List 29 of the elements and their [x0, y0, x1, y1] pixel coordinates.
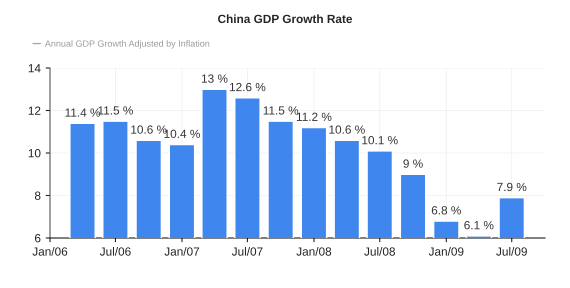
y-tick-label: 10: [28, 149, 41, 158]
chart-title: China GDP Growth Rate: [218, 14, 352, 24]
data-label: 13 %: [202, 74, 228, 83]
data-label: 10.4 %: [164, 130, 200, 138]
data-label: 6.1 %: [464, 221, 494, 230]
data-label: 10.6 %: [329, 125, 365, 134]
text: Annual GDP Growth Adjusted by Inflation: [44, 40, 210, 49]
y-tick-label: 8: [34, 192, 40, 200]
data-label: 7.9 %: [497, 182, 526, 192]
data-label: 9 %: [403, 159, 423, 168]
x-tick-label: Jan/08: [296, 247, 332, 256]
data-label: 12.6 %: [230, 82, 266, 92]
x-tick-label: Jan/09: [428, 247, 464, 256]
data-label: 11.4 %: [66, 108, 100, 117]
x-tick-label: Jul/07: [232, 247, 263, 256]
data-label: 11.5 %: [98, 106, 133, 115]
x-tick-label: Jan/06: [32, 247, 68, 256]
x-tick-label: Jul/09: [496, 247, 527, 256]
y-tick-label: 14: [28, 64, 41, 72]
data-label: 10.6 %: [131, 125, 167, 134]
y-tick-label: 12: [28, 106, 40, 115]
data-label: 11.2 %: [296, 112, 332, 121]
data-label: 10.1 %: [362, 136, 398, 144]
data-label: 6.8 %: [432, 206, 461, 214]
y-tick-label: 6: [35, 234, 40, 242]
x-tick-label: Jan/07: [164, 247, 200, 256]
data-label: 11.5 %: [264, 106, 298, 115]
x-tick-label: Jul/06: [100, 247, 131, 256]
x-tick-label: Jul/08: [364, 247, 395, 256]
